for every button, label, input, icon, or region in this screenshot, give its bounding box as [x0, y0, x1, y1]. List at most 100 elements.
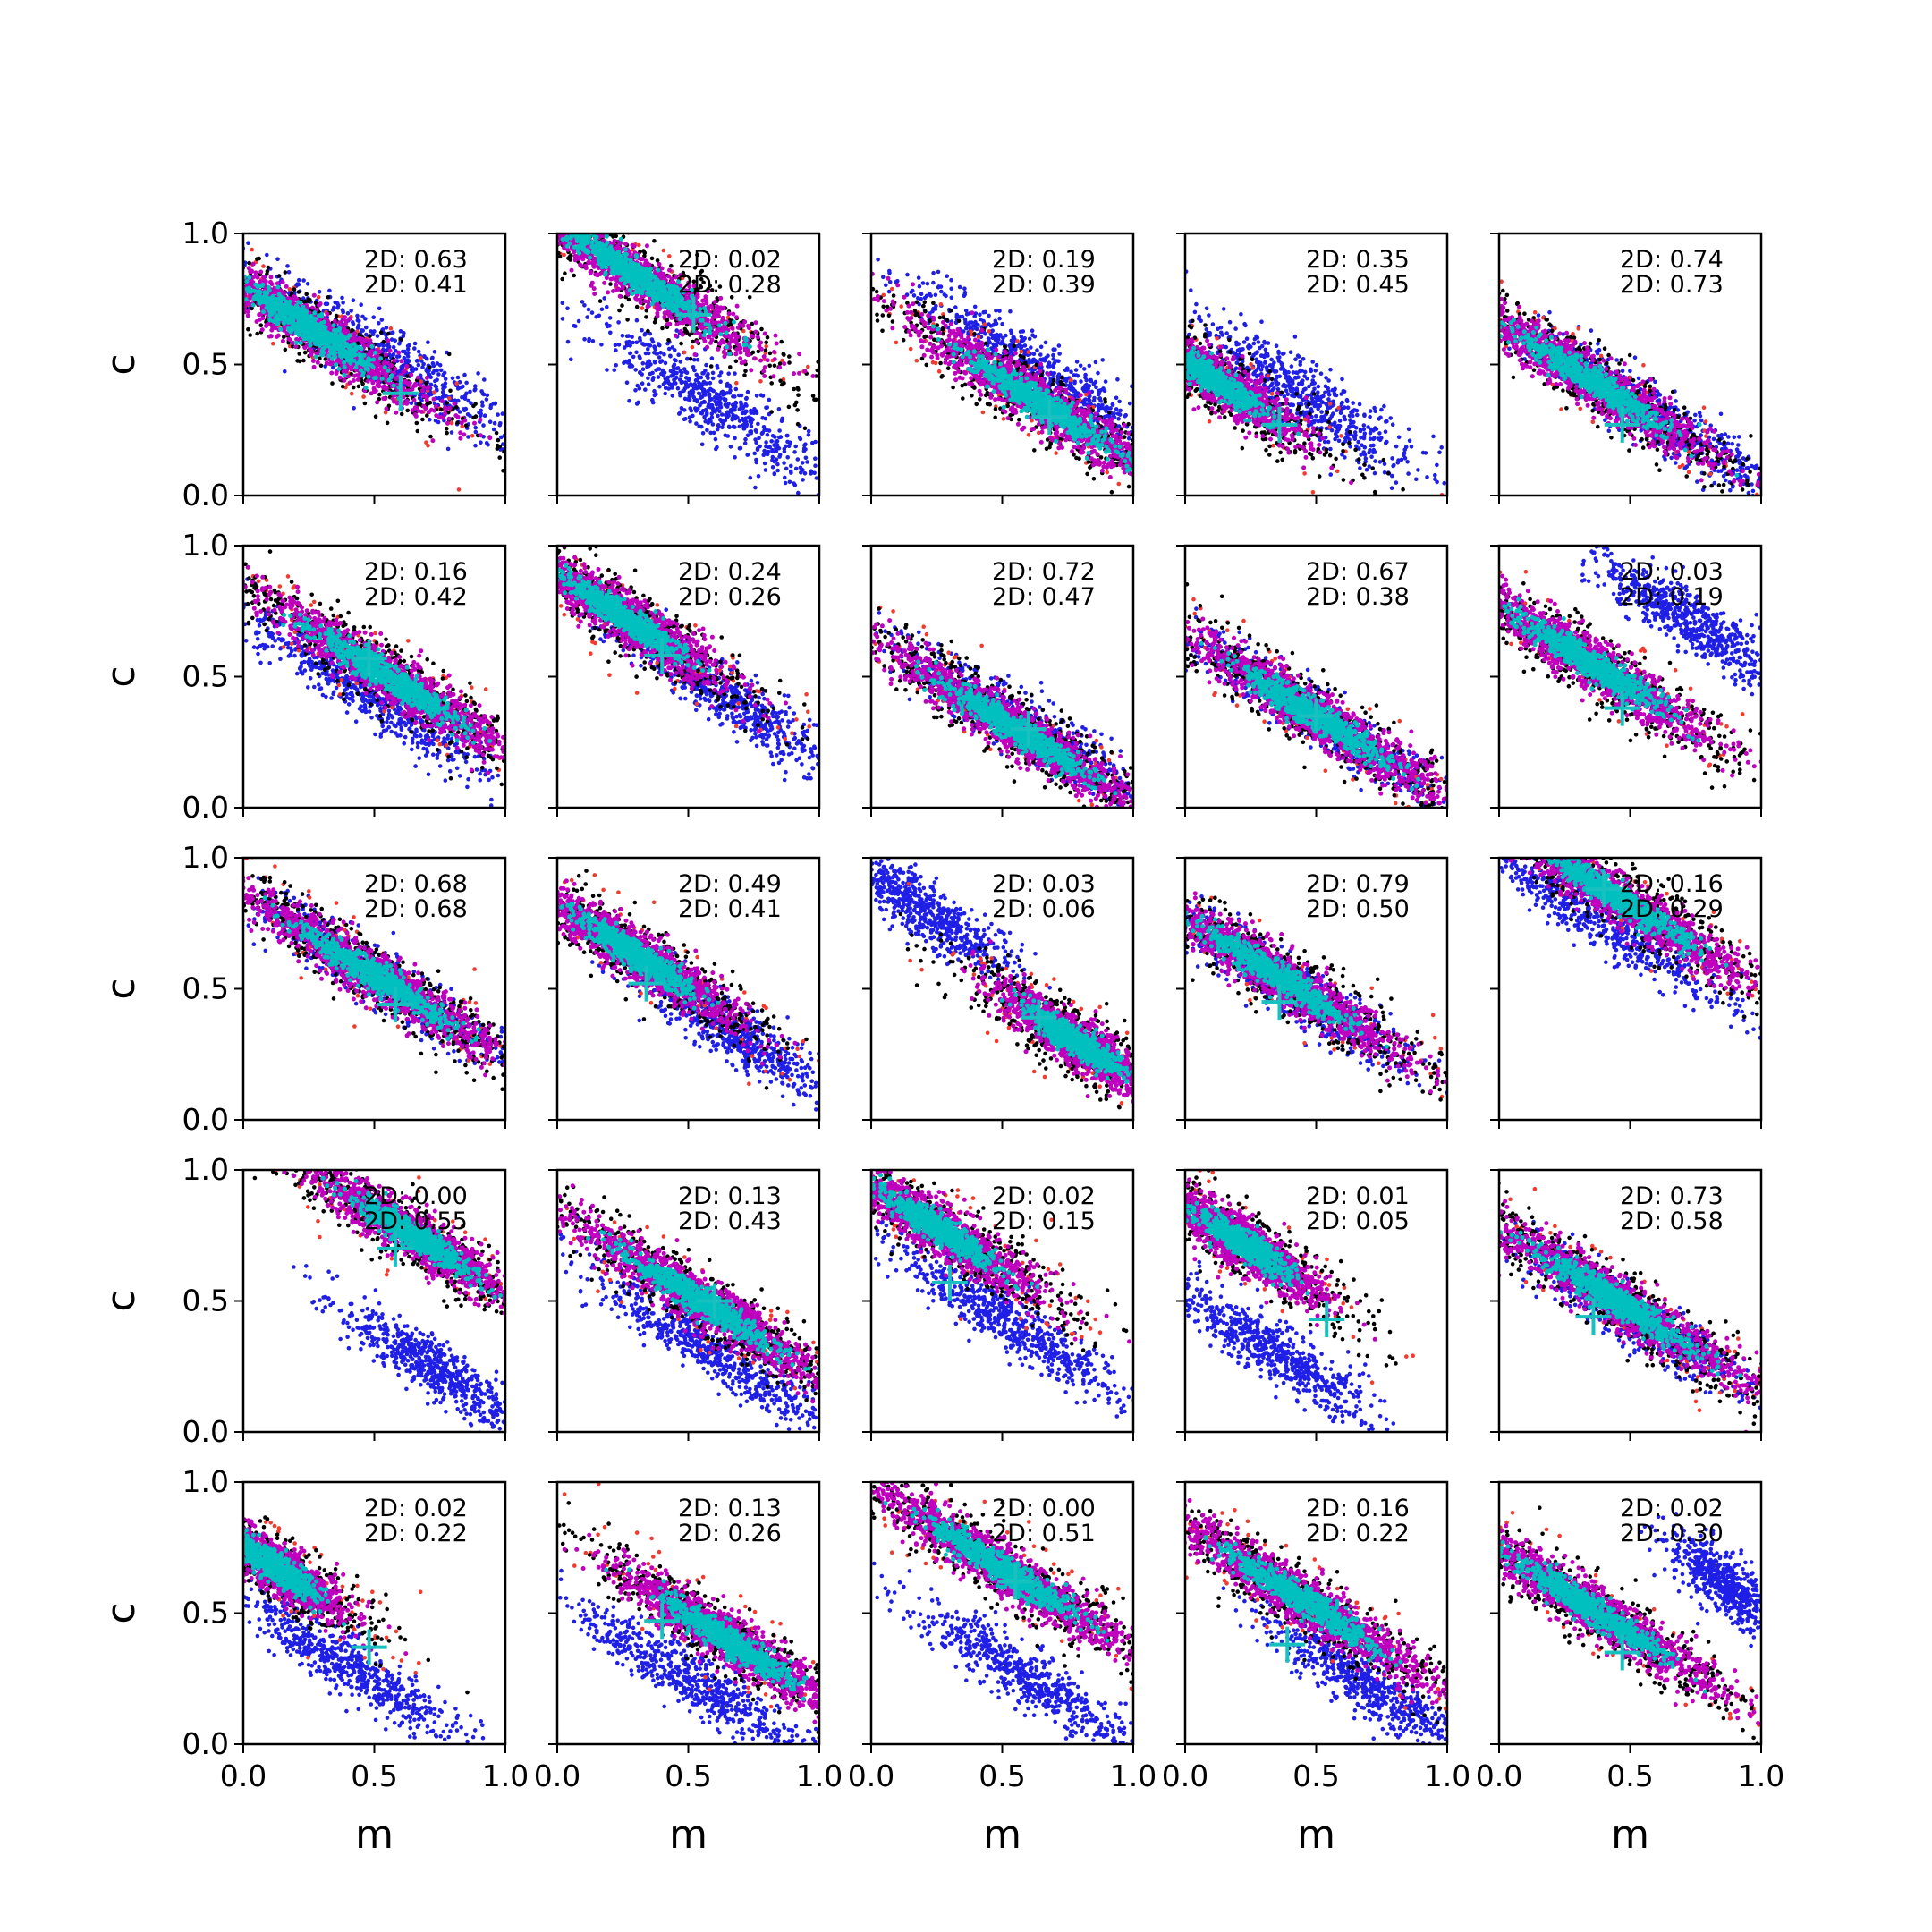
- blue-points-point: [774, 439, 778, 444]
- magenta-points-point: [571, 217, 575, 222]
- black-points-point: [194, 251, 199, 256]
- black-points-point: [420, 418, 425, 422]
- blue-points-point: [627, 399, 631, 403]
- black-points-point: [742, 373, 747, 377]
- black-points-point: [234, 293, 239, 298]
- cyan-points-point: [295, 305, 300, 309]
- black-points-point: [542, 231, 547, 235]
- black-points-point: [471, 404, 476, 409]
- black-points-point: [137, 220, 141, 225]
- blue-points-point: [614, 343, 618, 347]
- red-points-point: [460, 425, 464, 429]
- cyan-points-point: [337, 326, 342, 331]
- black-points-point: [189, 251, 193, 256]
- blue-points-point: [647, 364, 651, 369]
- black-points-point: [501, 222, 505, 226]
- black-points-point: [445, 401, 449, 405]
- magenta-points-point: [229, 287, 233, 292]
- blue-points-point: [352, 406, 356, 411]
- black-points-point: [225, 292, 229, 297]
- magenta-points-point: [227, 298, 232, 302]
- magenta-points-point: [207, 261, 211, 266]
- magenta-points-point: [147, 248, 151, 252]
- cyan-points-point: [286, 326, 291, 331]
- blue-points-point: [738, 446, 742, 451]
- black-points-point: [447, 352, 452, 357]
- cyan-points-point: [247, 275, 251, 280]
- black-points-point: [779, 340, 784, 344]
- blue-points-point: [734, 402, 739, 406]
- black-points-point: [34, 194, 38, 199]
- magenta-points-point: [343, 322, 348, 326]
- black-points-point: [541, 215, 546, 219]
- magenta-points-point: [487, 436, 492, 440]
- magenta-points-point: [260, 316, 265, 320]
- black-points-point: [503, 188, 507, 192]
- blue-points-point: [815, 476, 819, 480]
- cyan-points-point: [262, 298, 267, 302]
- blue-points-point: [412, 346, 417, 351]
- red-points-point: [547, 246, 551, 250]
- magenta-points-point: [192, 267, 197, 272]
- black-points-point: [400, 412, 404, 417]
- blue-points-point: [729, 445, 733, 449]
- magenta-points-point: [125, 234, 130, 239]
- blue-points-point: [891, 502, 895, 506]
- blue-points-point: [716, 414, 720, 419]
- cyan-points-point: [309, 328, 313, 333]
- magenta-points-point: [194, 270, 199, 275]
- blue-points-point: [760, 416, 765, 420]
- magenta-points-point: [495, 203, 499, 208]
- black-points-point: [284, 348, 288, 352]
- black-points-point: [579, 487, 583, 491]
- blue-points-point: [221, 270, 225, 275]
- red-points-point: [474, 182, 479, 187]
- blue-points-point: [488, 419, 493, 424]
- blue-points-point: [714, 400, 718, 404]
- black-points-point: [803, 427, 808, 431]
- magenta-points-point: [217, 261, 222, 266]
- cyan-points-point: [244, 297, 249, 301]
- blue-points-point: [594, 315, 598, 319]
- black-points-point: [540, 207, 545, 211]
- blue-points-point: [436, 420, 441, 425]
- magenta-points-point: [225, 295, 230, 300]
- black-points-point: [539, 232, 544, 236]
- blue-points-point: [840, 452, 844, 456]
- blue-points-point: [295, 282, 300, 286]
- blue-points-point: [821, 444, 826, 448]
- black-points-point: [769, 381, 774, 386]
- blue-points-point: [788, 480, 792, 485]
- black-points-point: [384, 131, 388, 136]
- black-points-point: [666, 338, 671, 343]
- red-points-point: [610, 226, 614, 231]
- red-points-point: [479, 175, 483, 180]
- magenta-points-point: [430, 438, 435, 443]
- blue-points-point: [420, 365, 425, 369]
- blue-points-point: [577, 319, 581, 324]
- black-points-point: [214, 275, 218, 280]
- black-points-point: [525, 198, 530, 202]
- magenta-points-point: [231, 274, 235, 278]
- magenta-points-point: [188, 270, 192, 275]
- blue-points-point: [702, 415, 707, 419]
- blue-points-point: [679, 360, 683, 364]
- cyan-points-point: [292, 326, 296, 330]
- black-points-point: [503, 218, 507, 223]
- black-points-point: [584, 218, 589, 223]
- black-points-point: [445, 431, 449, 436]
- magenta-points-point: [478, 418, 482, 422]
- blue-points-point: [426, 340, 430, 344]
- cyan-points-point: [308, 343, 312, 348]
- blue-points-point: [807, 429, 811, 434]
- blue-points-point: [690, 409, 694, 413]
- magenta-points-point: [214, 281, 218, 285]
- magenta-points-point: [233, 293, 238, 298]
- black-points-point: [172, 250, 176, 255]
- cyan-points-point: [254, 296, 258, 301]
- blue-points-point: [461, 385, 465, 389]
- blue-points-point: [701, 382, 706, 386]
- magenta-points-point: [211, 275, 216, 279]
- magenta-points-point: [247, 266, 251, 270]
